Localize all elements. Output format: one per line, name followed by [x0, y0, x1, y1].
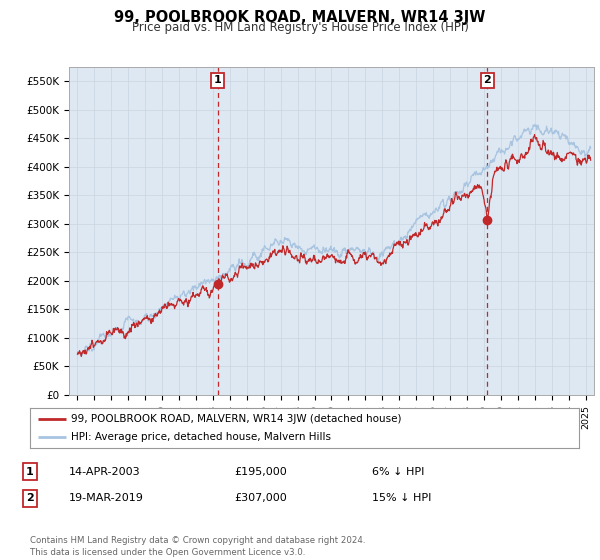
- Text: HPI: Average price, detached house, Malvern Hills: HPI: Average price, detached house, Malv…: [71, 432, 331, 442]
- Text: 14-APR-2003: 14-APR-2003: [69, 466, 140, 477]
- Text: 2: 2: [26, 493, 34, 503]
- Text: 6% ↓ HPI: 6% ↓ HPI: [372, 466, 424, 477]
- Text: 19-MAR-2019: 19-MAR-2019: [69, 493, 144, 503]
- Text: 1: 1: [26, 466, 34, 477]
- Text: 1: 1: [214, 76, 221, 85]
- Text: 99, POOLBROOK ROAD, MALVERN, WR14 3JW (detached house): 99, POOLBROOK ROAD, MALVERN, WR14 3JW (d…: [71, 414, 401, 423]
- Text: Price paid vs. HM Land Registry's House Price Index (HPI): Price paid vs. HM Land Registry's House …: [131, 21, 469, 34]
- Text: 15% ↓ HPI: 15% ↓ HPI: [372, 493, 431, 503]
- Text: 99, POOLBROOK ROAD, MALVERN, WR14 3JW: 99, POOLBROOK ROAD, MALVERN, WR14 3JW: [115, 10, 485, 25]
- Text: 2: 2: [484, 76, 491, 85]
- Text: £195,000: £195,000: [234, 466, 287, 477]
- Text: £307,000: £307,000: [234, 493, 287, 503]
- Text: Contains HM Land Registry data © Crown copyright and database right 2024.
This d: Contains HM Land Registry data © Crown c…: [30, 536, 365, 557]
